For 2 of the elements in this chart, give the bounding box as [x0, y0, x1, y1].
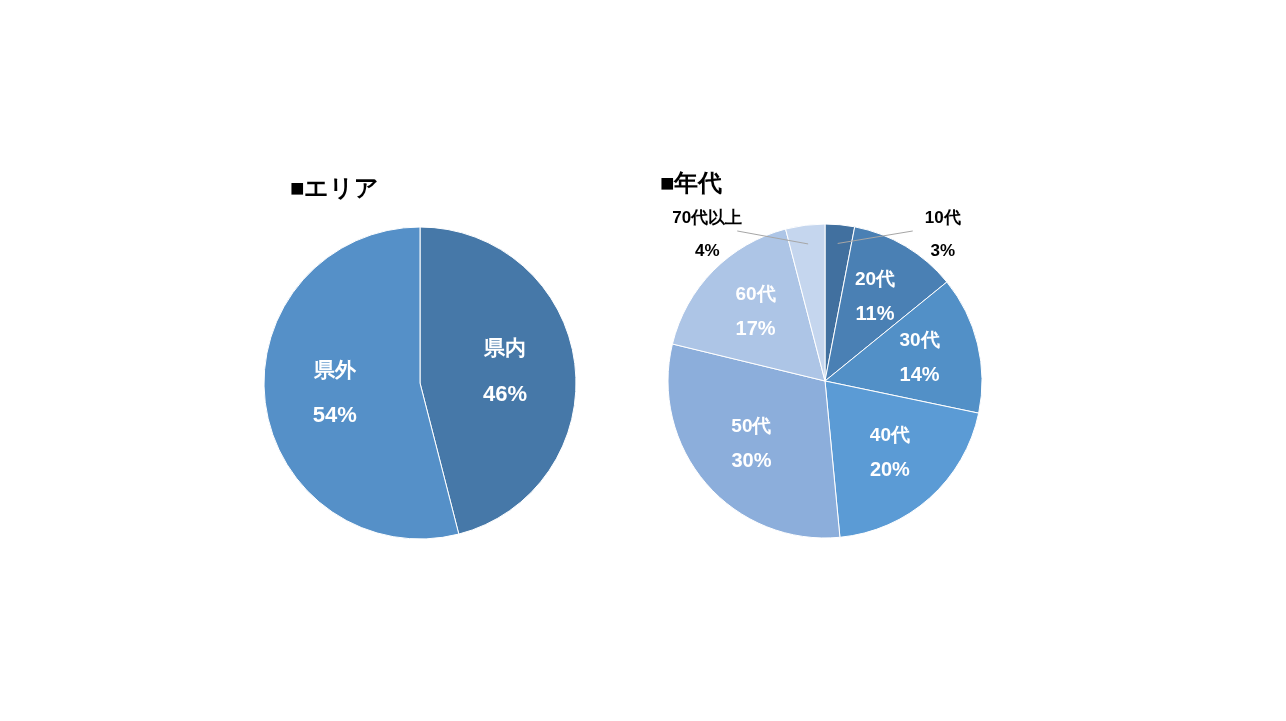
chart-title: ■年代	[660, 169, 723, 197]
chart-title: ■エリア	[290, 174, 380, 202]
